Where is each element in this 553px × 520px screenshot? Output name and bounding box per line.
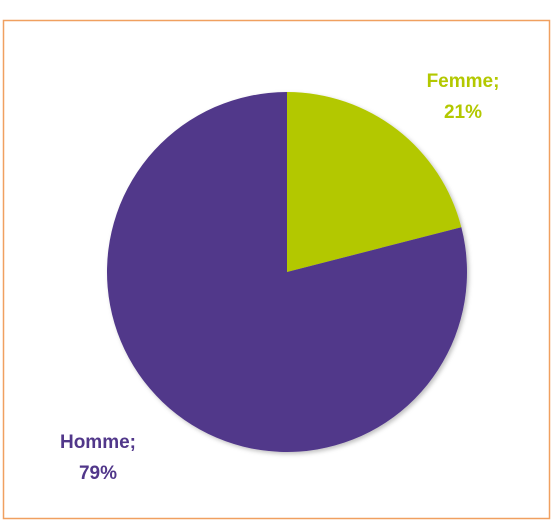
- pie: [107, 92, 468, 453]
- pie-slice: [107, 92, 468, 453]
- slice-label: Homme;: [60, 432, 136, 453]
- slice-label: Femme;: [427, 71, 500, 92]
- slice-value-label: 21%: [444, 102, 482, 123]
- pie-slice: [287, 92, 462, 272]
- slice-value-label: 79%: [79, 463, 117, 484]
